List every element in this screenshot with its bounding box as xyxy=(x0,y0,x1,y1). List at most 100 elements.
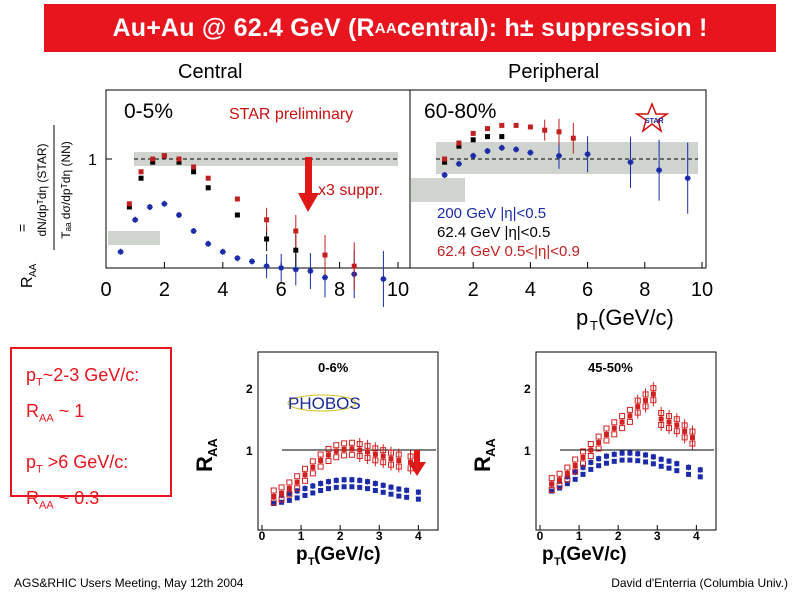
central-data-point xyxy=(205,240,212,247)
svg-text:R: R xyxy=(192,456,217,472)
phobos-peripheral-syst-point xyxy=(556,470,563,477)
phobos-central-syst-point xyxy=(294,473,301,480)
phobos-peripheral-dash-point xyxy=(611,458,617,464)
peripheral-data-point xyxy=(627,159,634,166)
y-label-frac-den: Tₐₐ dσ/dpᵀdη (NN) xyxy=(59,141,73,239)
phobos-central-data-point xyxy=(380,482,386,488)
top-x-tick-label: 10 xyxy=(691,279,713,301)
star-logo-text: STAR xyxy=(645,118,664,125)
central-data-point xyxy=(161,200,168,207)
phobos-peripheral-data-point xyxy=(619,450,625,456)
phobos-central-dash-point xyxy=(415,496,421,502)
phobos-raa-figure: 0-6% 45-50% PHOBOS R AA R AA 1 2 1 2 0 1 2… xyxy=(192,351,717,568)
phobos-central-syst-point xyxy=(278,496,285,503)
phobos-peripheral-data-point xyxy=(686,464,692,470)
phobos-peripheral-x-title: p T (GeV/c) xyxy=(542,544,627,568)
phobos-central-data-point xyxy=(349,477,355,483)
phobos-peripheral-syst-point xyxy=(580,460,586,467)
phobos-peripheral-data-point xyxy=(650,454,656,460)
phobos-peripheral-data-point xyxy=(564,471,570,477)
peripheral-data-point xyxy=(498,144,505,151)
phobos-peripheral-data-point xyxy=(666,419,672,425)
phobos-central-syst-point xyxy=(270,499,277,506)
top-x-title-sub: T xyxy=(590,318,598,333)
phobos-peripheral-dash-point xyxy=(643,459,649,465)
summary-line-2: RAA ~ 1 xyxy=(26,400,85,425)
footer-left: AGS&RHIC Users Meeting, May 12th 2004 xyxy=(14,576,244,590)
phobos-peripheral-dash-point xyxy=(650,461,656,467)
phobos-central-syst-point xyxy=(325,445,332,452)
phobos-central-x-tick-label: 0 xyxy=(259,529,266,543)
legend-item-62-mid: 62.4 GeV |η|<0.5 xyxy=(437,224,550,241)
peripheral-data-point xyxy=(656,167,663,174)
phobos-central-data-point xyxy=(341,477,347,483)
phobos-central-data-point xyxy=(286,490,292,496)
phobos-peripheral-x-tick-label: 4 xyxy=(693,529,700,543)
legend-item-62-fwd: 62.4 GeV 0.5<|η|<0.9 xyxy=(437,243,580,260)
central-data-point xyxy=(278,264,285,271)
phobos-central-label: 0-6% xyxy=(318,360,349,375)
phobos-peripheral-data-point xyxy=(572,463,578,468)
phobos-peripheral-data-point xyxy=(596,440,602,446)
central-data-point xyxy=(191,169,197,175)
phobos-peripheral-data-point xyxy=(674,461,680,467)
phobos-peripheral-ytick-2: 2 xyxy=(524,382,531,396)
phobos-peripheral-dash-point xyxy=(572,476,578,482)
phobos-central-dash-point xyxy=(318,487,324,493)
phobos-peripheral-dash-point xyxy=(674,468,680,474)
phobos-peripheral-data-point xyxy=(682,428,688,434)
y-axis-label: dN/dpᵀdη (STAR) Tₐₐ dσ/dpᵀdη (NN) xyxy=(35,125,73,250)
peripheral-data-point xyxy=(499,134,505,140)
phobos-central-frame xyxy=(257,351,439,531)
phobos-central-syst-point xyxy=(286,479,293,486)
suppression-arrow xyxy=(298,157,319,212)
phobos-central-syst-point xyxy=(348,451,355,458)
top-x-tick-label: 6 xyxy=(582,279,593,301)
phobos-central-dash-point xyxy=(333,484,339,490)
central-data-point xyxy=(234,255,241,262)
phobos-peripheral-data-point xyxy=(689,435,695,441)
phobos-peripheral-data-point xyxy=(643,397,649,403)
central-data-point xyxy=(176,212,182,218)
central-data-point xyxy=(293,247,299,253)
central-data-point xyxy=(150,156,156,162)
slide-title: Au+Au @ 62.4 GeV (R AA central): h± suppr… xyxy=(44,4,776,52)
phobos-peripheral-syst-point xyxy=(611,431,618,438)
top-x-title: p T (GeV/c) xyxy=(576,305,674,333)
phobos-peripheral-data-point xyxy=(650,391,656,397)
phobos-peripheral-dash-point xyxy=(686,471,692,477)
phobos-central-data-point xyxy=(372,480,378,486)
phobos-central-data-point xyxy=(357,477,363,483)
phobos-central-dash-point xyxy=(357,484,363,490)
phobos-central-syst-point xyxy=(341,452,348,459)
phobos-peripheral-data-point xyxy=(627,413,633,419)
phobos-peripheral-ytick-1: 1 xyxy=(524,444,531,458)
central-data-point xyxy=(249,258,255,265)
phobos-central-syst-point xyxy=(333,442,340,449)
phobos-peripheral-data-point xyxy=(635,451,641,457)
phobos-peripheral-data-point xyxy=(588,459,594,465)
svg-text:(GeV/c): (GeV/c) xyxy=(560,544,627,565)
phobos-central-data-point xyxy=(318,458,324,464)
phobos-central-data-point xyxy=(333,448,339,454)
peripheral-data-point xyxy=(456,140,462,146)
phobos-logo: PHOBOS xyxy=(287,394,361,413)
central-data-point xyxy=(264,236,270,242)
phobos-peripheral-syst-point xyxy=(587,453,594,459)
peripheral-panel-frame xyxy=(409,89,707,269)
phobos-central-x-tick-label: 4 xyxy=(415,529,422,543)
phobos-peripheral-syst-point xyxy=(587,441,594,447)
phobos-peripheral-syst-point xyxy=(595,433,602,440)
phobos-peripheral-syst-point xyxy=(548,487,555,494)
phobos-central-data-point xyxy=(388,484,394,490)
phobos-central-data-point xyxy=(415,489,421,495)
phobos-peripheral-syst-point xyxy=(603,425,610,432)
phobos-central-data-point xyxy=(404,487,410,493)
central-data-point xyxy=(263,263,270,270)
central-norm-band xyxy=(108,231,160,245)
phobos-central-data-point xyxy=(408,459,414,465)
phobos-peripheral-data-point xyxy=(635,404,641,410)
top-x-tick-label: 0 xyxy=(100,279,111,301)
peripheral-data-point xyxy=(499,122,505,128)
legend: 200 GeV |η|<0.5 62.4 GeV |η|<0.5 62.4 Ge… xyxy=(437,205,580,260)
